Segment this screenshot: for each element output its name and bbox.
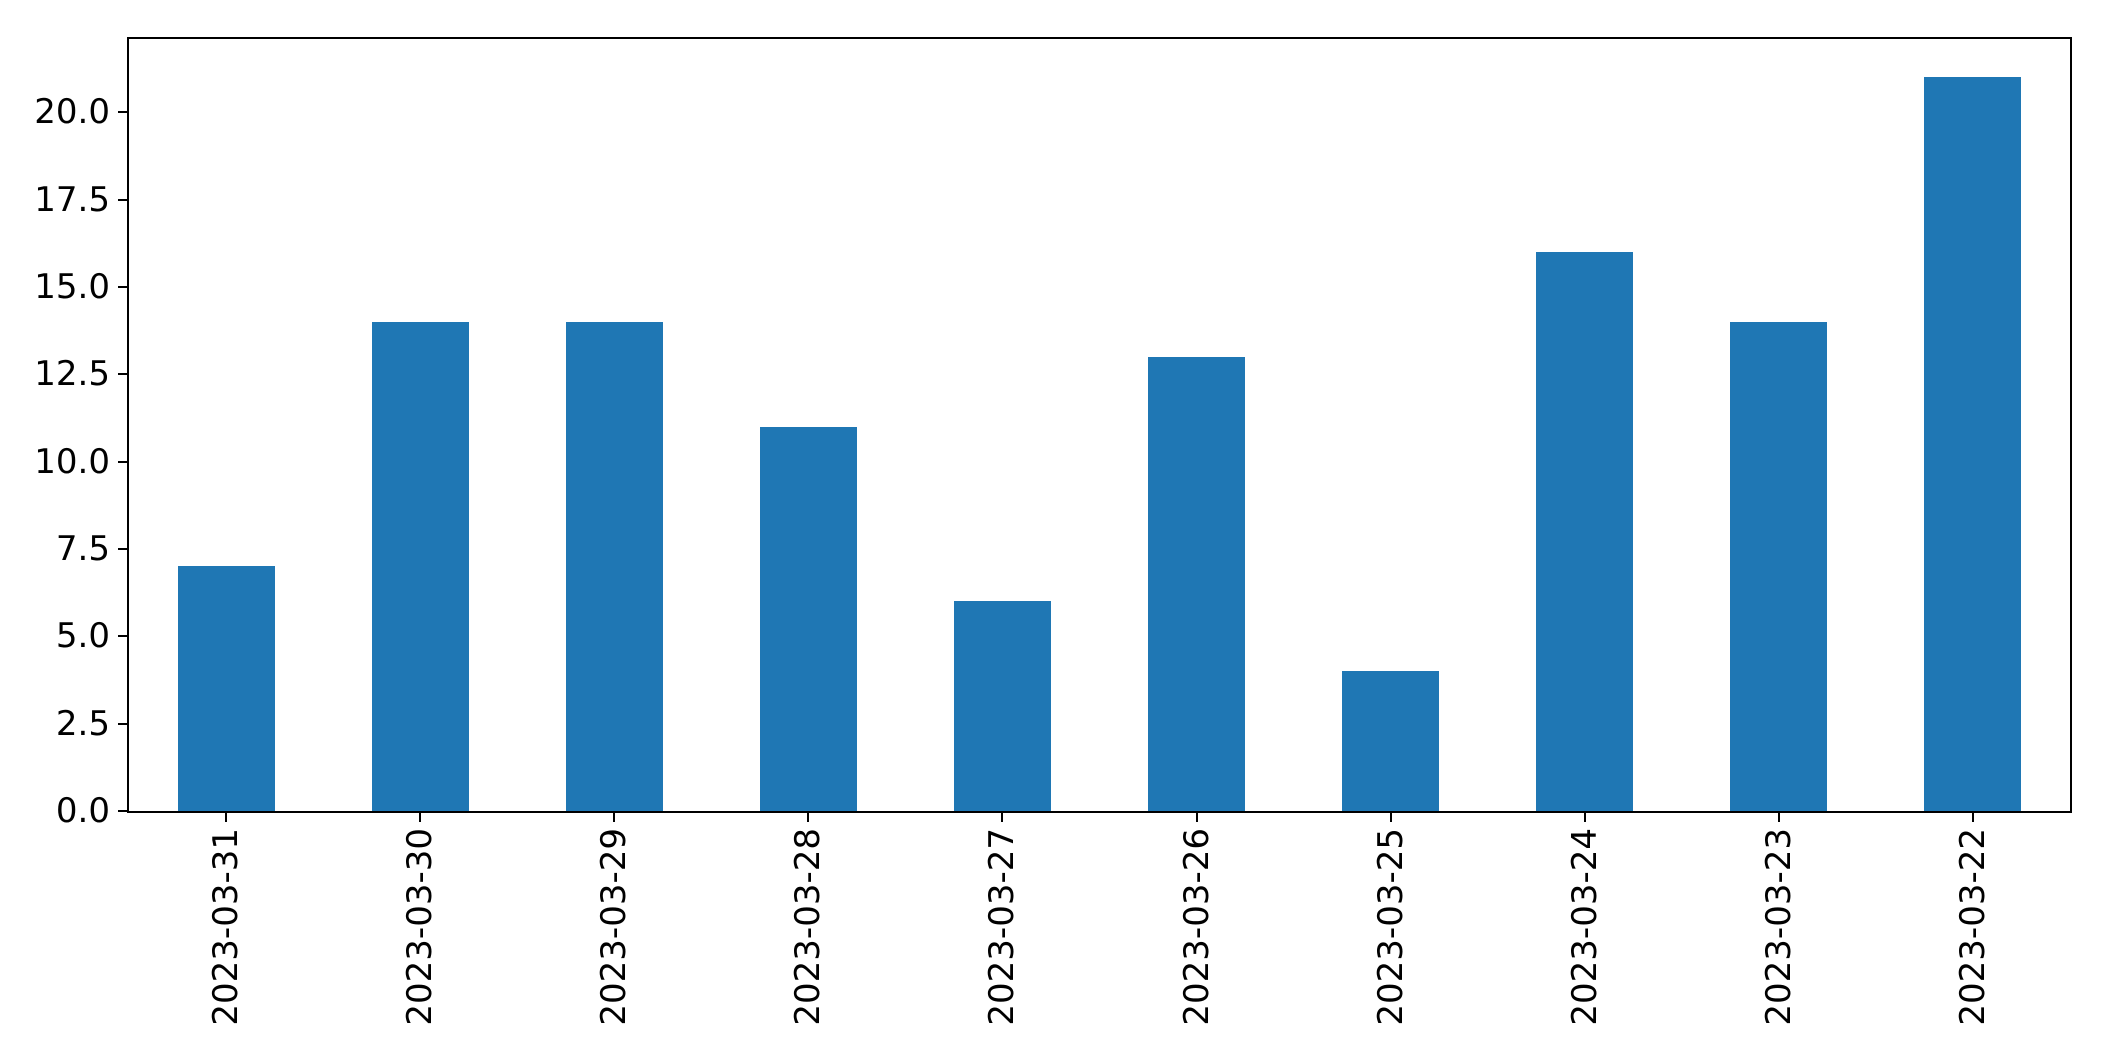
y-tick-label: 0.0 [55,791,110,831]
y-tick-label: 5.0 [55,616,110,657]
y-tick-label: 10.0 [34,441,110,482]
y-tick-mark [118,722,127,725]
x-tick-label: 2023-03-27 [982,828,1023,1026]
x-tick-mark [419,813,422,822]
y-tick-mark [118,198,127,201]
y-tick-mark [118,635,127,638]
plot-area [127,37,2072,813]
bar-2023-03-29 [565,321,663,811]
y-tick-mark [118,460,127,463]
x-tick-mark [807,813,810,822]
x-tick-mark [1583,813,1586,822]
x-tick-label: 2023-03-31 [206,828,247,1026]
x-tick-label: 2023-03-30 [400,828,441,1026]
bar-2023-03-22 [1924,77,2022,811]
x-tick-mark [1195,813,1198,822]
x-tick-mark [1971,813,1974,822]
y-tick-label: 20.0 [34,92,110,133]
bar-2023-03-27 [953,601,1051,811]
y-tick-mark [118,548,127,550]
bar-2023-03-28 [759,426,857,811]
bar-2023-03-23 [1730,321,1828,811]
y-tick-mark [118,286,127,289]
y-tick-label: 7.5 [55,529,110,569]
x-tick-label: 2023-03-25 [1370,828,1411,1026]
y-tick-label: 12.5 [34,354,110,395]
x-tick-label: 2023-03-26 [1176,828,1217,1026]
bar-2023-03-26 [1148,356,1246,811]
bar-2023-03-24 [1536,252,1634,811]
y-tick-label: 15.0 [34,267,110,308]
y-tick-mark [118,810,127,812]
bar-2023-03-31 [177,566,275,811]
x-tick-mark [225,813,228,822]
x-tick-label: 2023-03-22 [1952,828,1993,1026]
x-tick-mark [613,813,616,822]
x-tick-label: 2023-03-23 [1758,828,1799,1026]
y-tick-label: 17.5 [34,179,110,220]
y-tick-mark [118,111,127,114]
bar-2023-03-25 [1342,671,1440,811]
x-tick-mark [1389,813,1392,822]
x-tick-label: 2023-03-24 [1564,828,1605,1026]
y-tick-label: 2.5 [55,703,110,744]
x-tick-mark [1777,813,1780,822]
y-tick-mark [118,373,127,376]
bar-2023-03-30 [371,321,469,811]
x-tick-mark [1001,813,1004,822]
x-tick-label: 2023-03-28 [788,828,829,1026]
x-tick-label: 2023-03-29 [594,828,635,1026]
